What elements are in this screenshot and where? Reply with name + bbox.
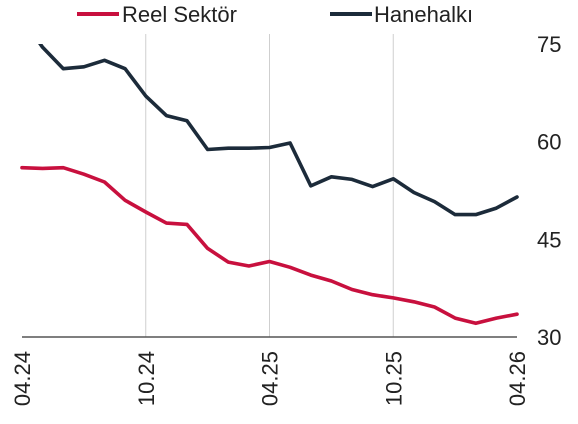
- legend-label: Hanehalkı: [374, 2, 473, 27]
- series-line-reel-sekt-r: [20, 165, 519, 326]
- x-tick-label: 04.25: [258, 351, 283, 406]
- y-tick-label: 60: [537, 130, 561, 155]
- series-lines: [20, 44, 519, 326]
- x-tick-label: 04.26: [505, 351, 530, 406]
- y-tick-label: 30: [537, 325, 561, 350]
- legend-label: Reel Sektör: [122, 2, 237, 27]
- y-tick-label: 45: [537, 227, 561, 252]
- series-line-hanehalk-: [38, 44, 519, 217]
- x-tick-label: 04.24: [10, 351, 35, 406]
- x-tick-label: 10.25: [381, 351, 406, 406]
- x-tick-label: 10.24: [134, 351, 159, 406]
- y-axis-labels: 75 60 45 30: [537, 32, 561, 350]
- y-tick-label: 75: [537, 32, 561, 57]
- grid-lines: [145, 34, 394, 337]
- legend: Reel Sektör Hanehalkı: [77, 2, 473, 27]
- x-axis-labels: 04.24 10.24 04.25 10.25 04.26: [10, 351, 530, 406]
